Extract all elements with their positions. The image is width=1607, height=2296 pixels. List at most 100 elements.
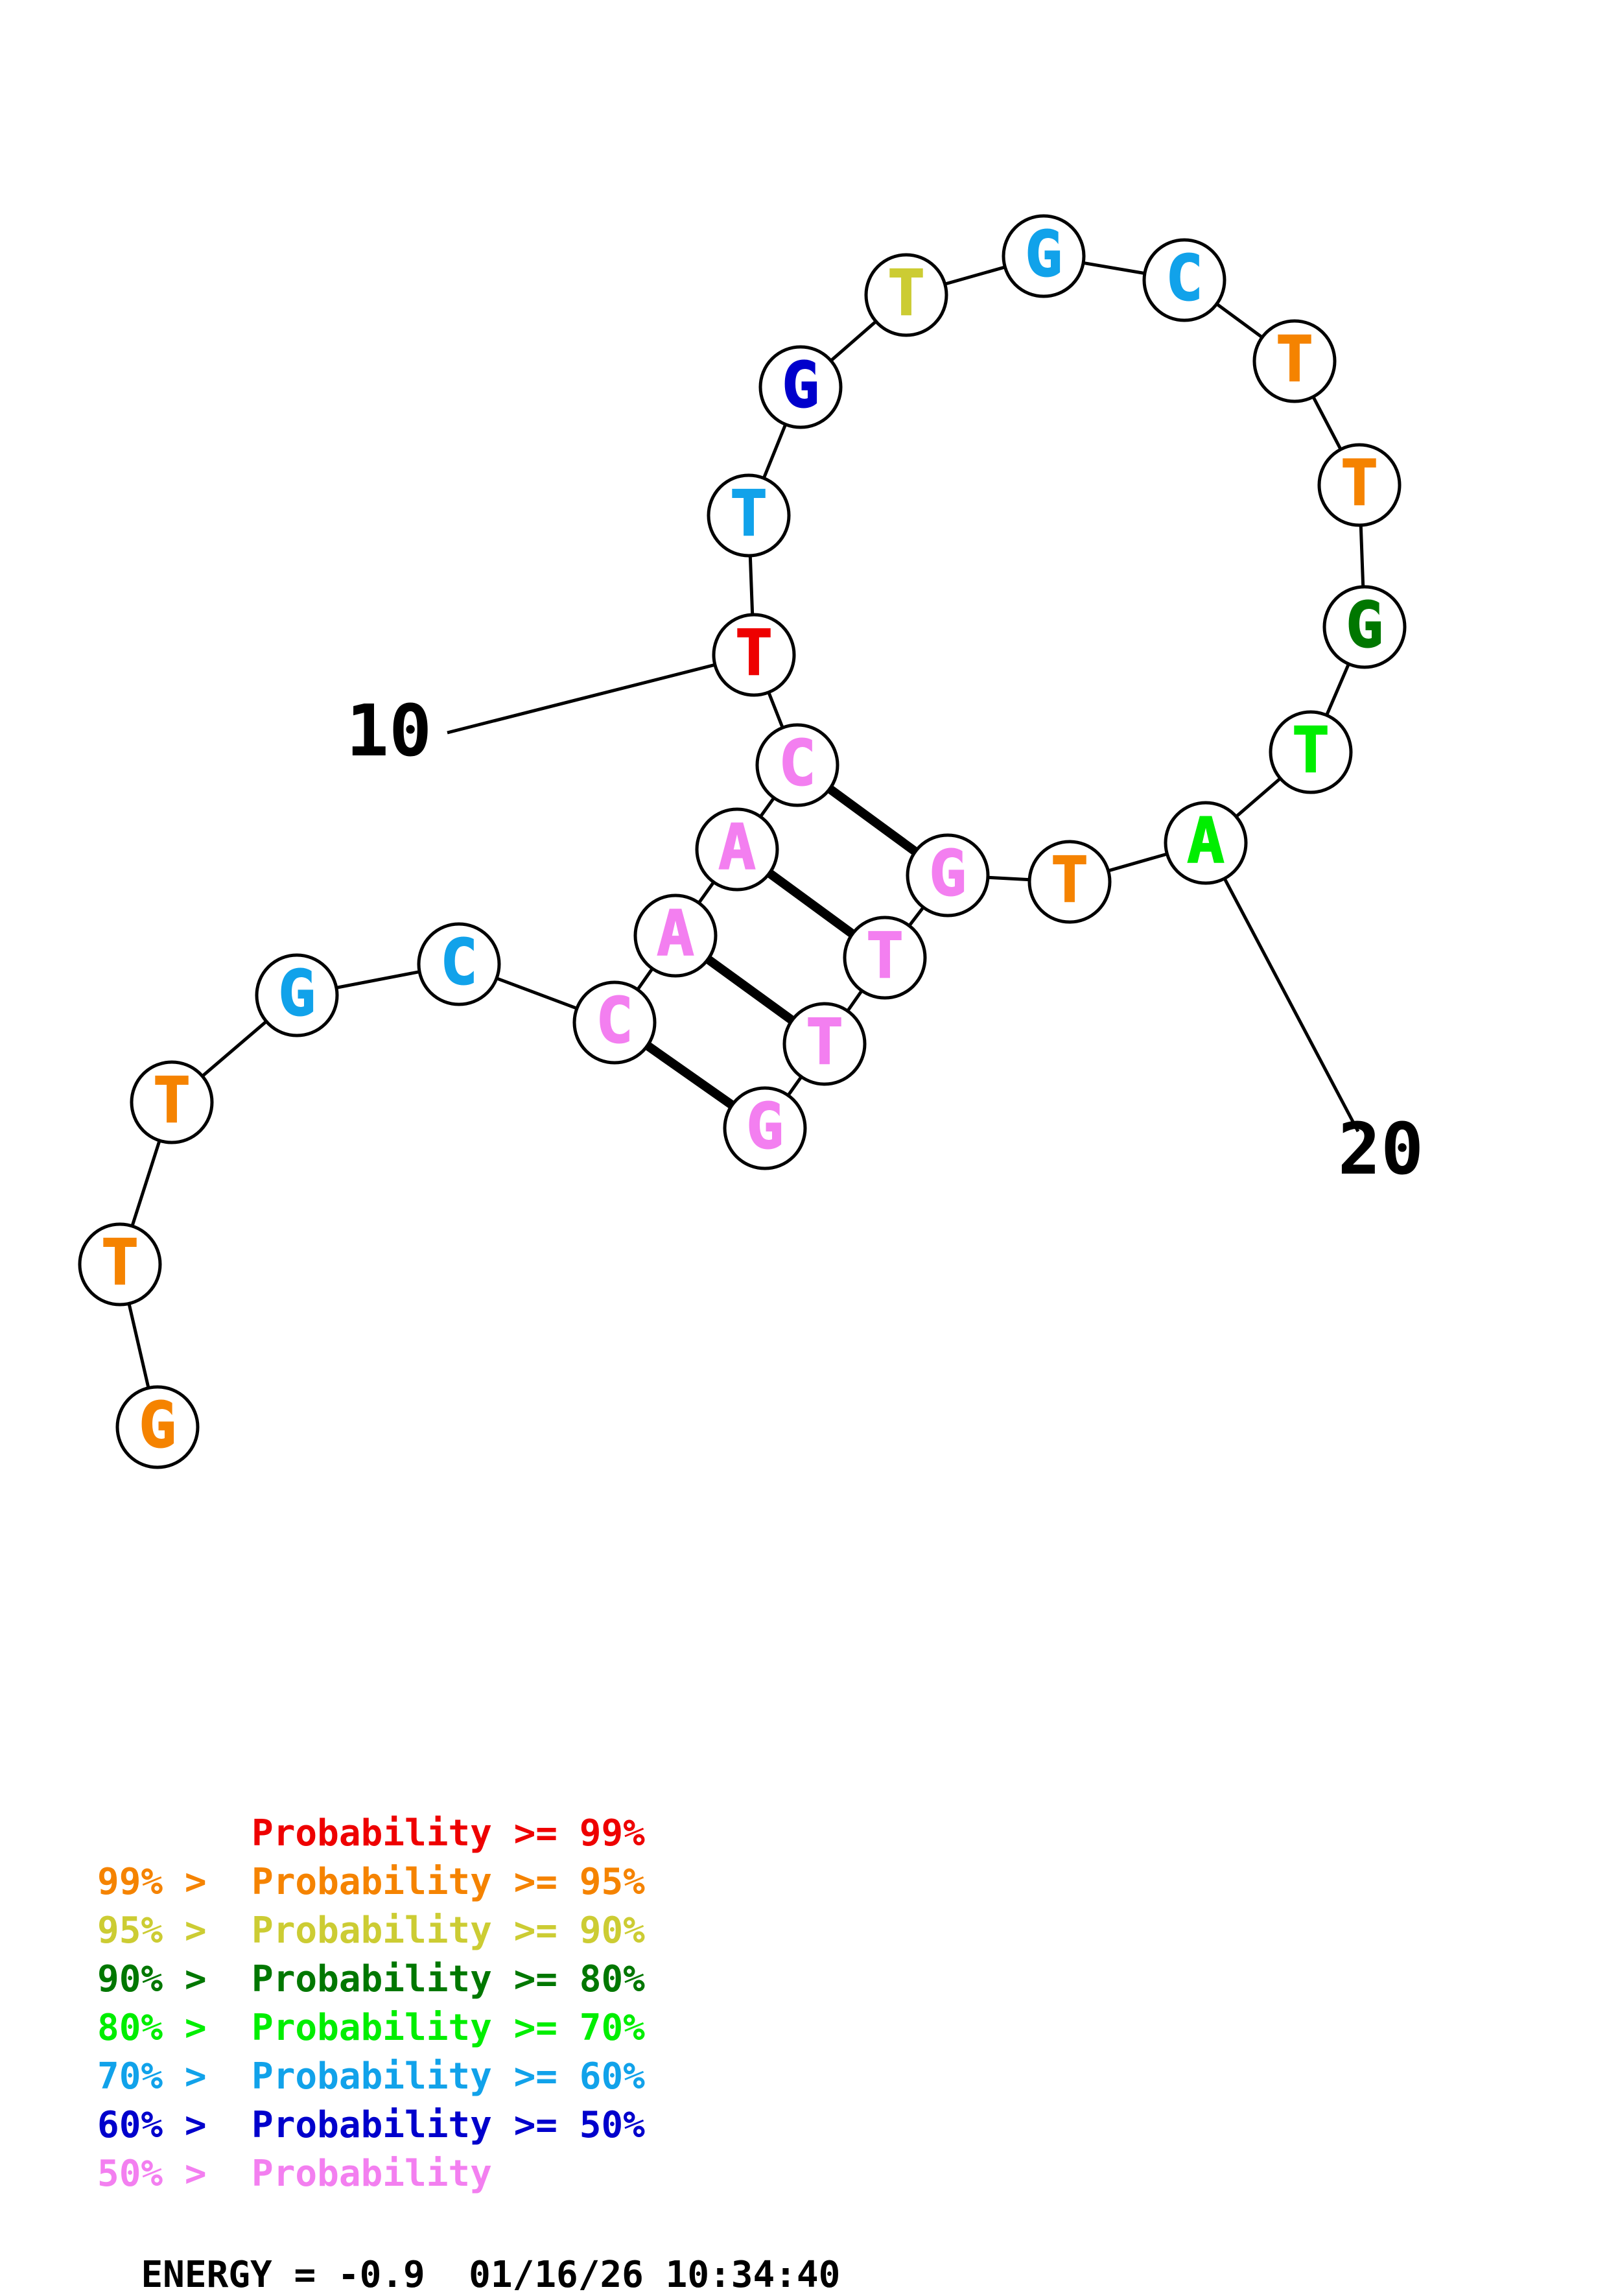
nucleotide-14: G <box>1002 214 1086 298</box>
index-label-layer: 10 20 <box>346 653 1424 1190</box>
nucleotide-23: T <box>843 916 927 1000</box>
nucleotide-15: C <box>1142 238 1226 322</box>
nucleotide-letter: T <box>887 257 925 329</box>
nucleotide-18: G <box>1322 585 1407 669</box>
nucleotide-letter: G <box>278 957 316 1030</box>
nucleotide-9: C <box>755 723 839 807</box>
legend-label: Probability >= 70% <box>252 2007 645 2049</box>
nucleotide-circle <box>78 1222 162 1307</box>
index-label-20: 20 <box>1338 1107 1424 1190</box>
nucleotide-letter: G <box>782 349 819 421</box>
nucleotide-circle <box>1269 710 1353 794</box>
legend-row: 70% > Probability >= 60% <box>97 2059 645 2095</box>
legend-prefix: 80% > <box>97 2007 229 2049</box>
legend-row: 99% > Probability >= 95% <box>97 1864 645 1900</box>
nucleotide-letter: T <box>1292 714 1330 787</box>
nucleotide-21: T <box>1027 840 1112 924</box>
legend-label: Probability <box>252 2153 492 2195</box>
nucleotide-circle <box>755 723 839 807</box>
nucleotide-circle <box>1252 319 1337 403</box>
nucleotide-letter: C <box>779 727 816 799</box>
legend-row: 95% > Probability >= 90% <box>97 1913 645 1949</box>
nucleotide-letter: C <box>440 926 478 999</box>
nucleotide-20: A <box>1164 801 1248 885</box>
legend-label: Probability >= 95% <box>252 1861 645 1903</box>
legend-label: Probability >= 99% <box>252 1812 645 1854</box>
nucleotide-19: T <box>1269 710 1353 794</box>
nucleotide-letter: C <box>596 984 633 1057</box>
energy-value: ENERGY = -0.9 <box>141 2254 425 2296</box>
nucleotide-circle <box>115 1385 200 1469</box>
nucleotide-circle <box>723 1086 807 1170</box>
nucleotide-letter: A <box>1187 805 1225 877</box>
nucleotide-letter: G <box>1346 589 1383 661</box>
nucleotide-circle <box>417 922 501 1006</box>
legend-prefix: 60% > <box>97 2104 229 2146</box>
nucleotide-letter: G <box>929 837 967 910</box>
legend-row: Probability >= 99% <box>97 1816 645 1852</box>
nucleotide-letter: T <box>1051 844 1088 916</box>
nucleotide-4: G <box>255 953 339 1037</box>
nucleotide-circle <box>782 1002 867 1086</box>
nucleotide-letter: T <box>153 1064 191 1137</box>
legend-prefix: 70% > <box>97 2055 229 2098</box>
nucleotide-circle <box>633 894 718 978</box>
nucleotide-25: G <box>723 1086 807 1170</box>
nucleotide-circle <box>255 953 339 1037</box>
nucleotide-circle <box>695 807 779 892</box>
index-label-10: 10 <box>346 689 432 772</box>
legend-label: Probability >= 90% <box>252 1910 645 1952</box>
legend-prefix: 90% > <box>97 1958 229 2000</box>
nucleotide-letter: T <box>735 617 773 689</box>
legend-row: 90% > Probability >= 80% <box>97 1961 645 1998</box>
nucleotide-letter: T <box>730 477 768 550</box>
nucleotide-13: T <box>864 253 948 337</box>
nucleotide-8: A <box>695 807 779 892</box>
index-leader-line <box>447 653 755 735</box>
nucleotide-circle <box>1317 443 1402 527</box>
nucleotide-circle <box>843 916 927 1000</box>
nucleotide-3: T <box>130 1060 214 1144</box>
legend-prefix: 95% > <box>97 1910 229 1952</box>
nucleotide-circle <box>1142 238 1226 322</box>
legend-prefix: 99% > <box>97 1861 229 1903</box>
nucleotide-letter: T <box>101 1226 139 1299</box>
legend-label: Probability >= 80% <box>252 1958 645 2000</box>
nucleotide-circle <box>864 253 948 337</box>
timestamp: 01/16/26 10:34:40 <box>469 2254 841 2296</box>
nucleotide-circle <box>758 345 843 429</box>
nucleotide-letter: G <box>746 1090 784 1163</box>
nucleotide-5: C <box>417 922 501 1006</box>
nucleotide-circle <box>572 980 657 1065</box>
nucleotide-circle <box>130 1060 214 1144</box>
nucleotide-circle <box>1002 214 1086 298</box>
nucleotide-letter: G <box>139 1389 176 1462</box>
legend-prefix: 50% > <box>97 2153 229 2195</box>
nucleotide-circle <box>707 473 791 558</box>
nucleotide-letter: A <box>657 897 694 970</box>
nucleotide-circle <box>1027 840 1112 924</box>
nucleotide-letter: A <box>718 811 756 884</box>
legend-label: Probability >= 50% <box>252 2104 645 2146</box>
energy-footer: ENERGY = -0.9 01/16/26 10:34:40 <box>97 2221 840 2293</box>
legend-label: Probability >= 60% <box>252 2055 645 2098</box>
nucleotide-1: G <box>115 1385 200 1469</box>
legend-row: 50% > Probability <box>97 2156 492 2192</box>
legend-row: 80% > Probability >= 70% <box>97 2010 645 2046</box>
nucleotide-12: G <box>758 345 843 429</box>
nucleotide-10: T <box>712 613 796 697</box>
nucleotide-circle <box>906 833 990 917</box>
nucleotide-circle <box>712 613 796 697</box>
nucleotide-letter: T <box>866 919 904 992</box>
legend-row: 60% > Probability >= 50% <box>97 2107 645 2144</box>
nucleotide-6: C <box>572 980 657 1065</box>
nucleotide-11: T <box>707 473 791 558</box>
nucleotide-22: G <box>906 833 990 917</box>
nucleotide-circle <box>1322 585 1407 669</box>
nucleotide-16: T <box>1252 319 1337 403</box>
nucleotide-letter: G <box>1025 218 1062 290</box>
nucleotide-letter: T <box>1341 447 1378 519</box>
nucleotide-7: A <box>633 894 718 978</box>
